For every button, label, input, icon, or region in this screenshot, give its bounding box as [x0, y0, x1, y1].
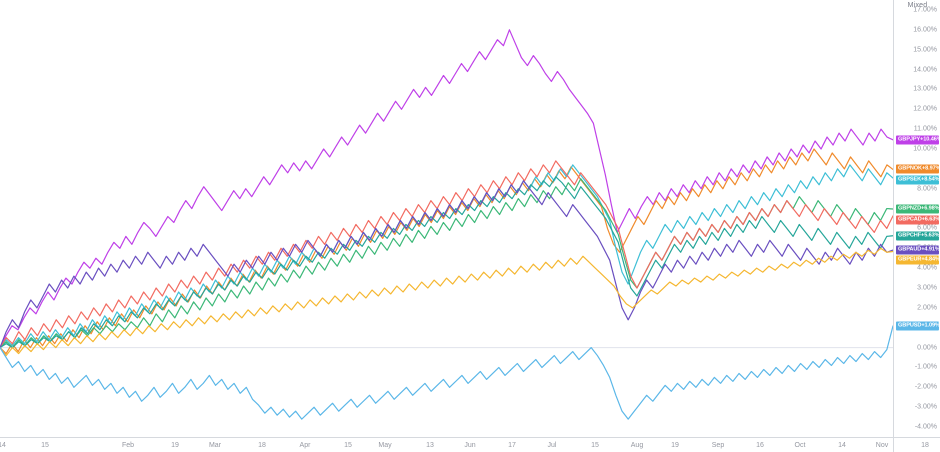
legend-badge-gbpjpy[interactable]: GBPJPY+10.46%: [896, 135, 939, 145]
series-line-gbpsek[interactable]: [0, 164, 893, 349]
series-line-gbpcad[interactable]: [0, 160, 893, 349]
time-tick-label: 15: [344, 442, 352, 449]
time-tick-label: Oct: [794, 442, 806, 449]
legend-symbol: GBPUSD: [898, 322, 922, 329]
time-tick-label: Sep: [711, 442, 725, 449]
legend-change-value: +6.98%: [921, 205, 939, 212]
price-tick-label: 13.00%: [913, 85, 937, 93]
price-tick-label: 10.00%: [913, 145, 937, 153]
time-tick-label: 16: [756, 442, 764, 449]
legend-change-value: +6.63%: [921, 216, 939, 223]
price-tick-label: -1.00%: [914, 363, 937, 371]
time-tick-label: 18: [258, 442, 266, 449]
price-tick-label: -3.00%: [914, 403, 937, 411]
time-scale[interactable]: 14 15 Feb 19 Mar 18 Apr 15 May 13 Jun 17 Jul 15 Aug 19 S…: [0, 437, 940, 452]
price-tick-label: 2.00%: [917, 304, 937, 312]
price-tick-label: 0.00%: [917, 344, 937, 352]
price-tick-label: -2.00%: [914, 383, 937, 391]
price-tick-label: 12.00%: [913, 105, 937, 113]
time-tick-label: Nov: [875, 442, 889, 449]
price-tick-label: 15.00%: [913, 46, 937, 54]
series-line-gbpeur[interactable]: [0, 247, 893, 357]
time-tick-label: Jul: [547, 442, 557, 449]
legend-symbol: GBPAUD: [898, 246, 922, 253]
legend-badge-gbpaud[interactable]: GBPAUD +4.91%: [896, 245, 939, 255]
legend-symbol: GBPNZD: [898, 205, 922, 212]
legend-symbol: GBPCAD: [898, 216, 922, 223]
legend-badge-gbpeur[interactable]: GBPEUR +4.84%: [896, 255, 939, 265]
series-line-gbpusd[interactable]: [0, 325, 893, 420]
series-line-gbpjpy[interactable]: [0, 29, 893, 349]
time-tick-label: 14: [0, 442, 6, 449]
legend-symbol: GBPJPY: [898, 136, 921, 143]
time-tick-label: Mar: [208, 442, 222, 449]
legend-badge-gbpsek[interactable]: GBPSEK +8.54%: [896, 175, 939, 185]
scale-mode-label[interactable]: Mixed: [907, 2, 928, 9]
time-tick-label: Aug: [630, 442, 644, 449]
price-tick-label: 8.00%: [917, 185, 937, 193]
price-tick-label: 14.00%: [913, 66, 937, 74]
series-line-gbpnok[interactable]: [0, 148, 893, 355]
legend-change-value: +5.63%: [921, 232, 939, 239]
scale-corner: [893, 437, 940, 452]
price-tick-label: 6.00%: [917, 224, 937, 232]
time-tick-label: Feb: [121, 442, 135, 449]
price-scale[interactable]: Mixed 17.00% 16.00% 15.00% 14.00% 13.00% 12.0…: [893, 0, 940, 437]
price-tick-label: 16.00%: [913, 26, 937, 34]
legend-symbol: GBPNOK: [898, 165, 922, 172]
legend-badge-gbpnzd[interactable]: GBPNZD +6.98%: [896, 204, 939, 214]
legend-symbol: GBPSEK: [898, 176, 922, 183]
legend-change-value: +1.09%: [921, 322, 939, 329]
legend-change-value: +10.46%: [920, 136, 939, 143]
legend-badge-gbpnok[interactable]: GBPNOK +8.97%: [896, 164, 939, 174]
price-tick-label: 4.00%: [917, 264, 937, 272]
time-tick-label: 19: [671, 442, 679, 449]
legend-badge-gbpchf[interactable]: GBPCHF +5.63%: [896, 231, 939, 241]
series-line-gbpnzd[interactable]: [0, 178, 893, 349]
time-tick-label: 13: [426, 442, 434, 449]
chart-plot-area[interactable]: [0, 0, 893, 437]
legend-badge-gbpcad[interactable]: GBPCAD +6.63%: [896, 215, 939, 225]
time-tick-label: 19: [171, 442, 179, 449]
time-tick-label: May: [378, 442, 392, 449]
price-tick-label: 3.00%: [917, 284, 937, 292]
legend-change-value: +4.84%: [921, 256, 939, 263]
time-tick-label: Jun: [464, 442, 476, 449]
time-tick-label: 15: [41, 442, 49, 449]
legend-badge-gbpusd[interactable]: GBPUSD +1.09%: [896, 321, 939, 331]
time-tick-label: 18: [921, 442, 929, 449]
legend-change-value: +4.91%: [921, 246, 939, 253]
legend-symbol: GBPEUR: [898, 256, 922, 263]
time-tick-label: Apr: [299, 442, 311, 449]
price-tick-label: 11.00%: [913, 125, 937, 133]
chart-lines-svg: [0, 29, 893, 420]
series-line-gbpaud[interactable]: [0, 180, 893, 349]
legend-symbol: GBPCHF: [898, 232, 922, 239]
time-tick-label: 15: [591, 442, 599, 449]
price-tick-label: -4.00%: [914, 423, 937, 431]
price-tick-label: 17.00%: [913, 6, 937, 14]
time-tick-label: 17: [508, 442, 516, 449]
legend-change-value: +8.54%: [921, 176, 939, 183]
series-line-gbpchf[interactable]: [0, 176, 893, 349]
legend-change-value: +8.97%: [921, 165, 939, 172]
time-tick-label: 14: [838, 442, 846, 449]
